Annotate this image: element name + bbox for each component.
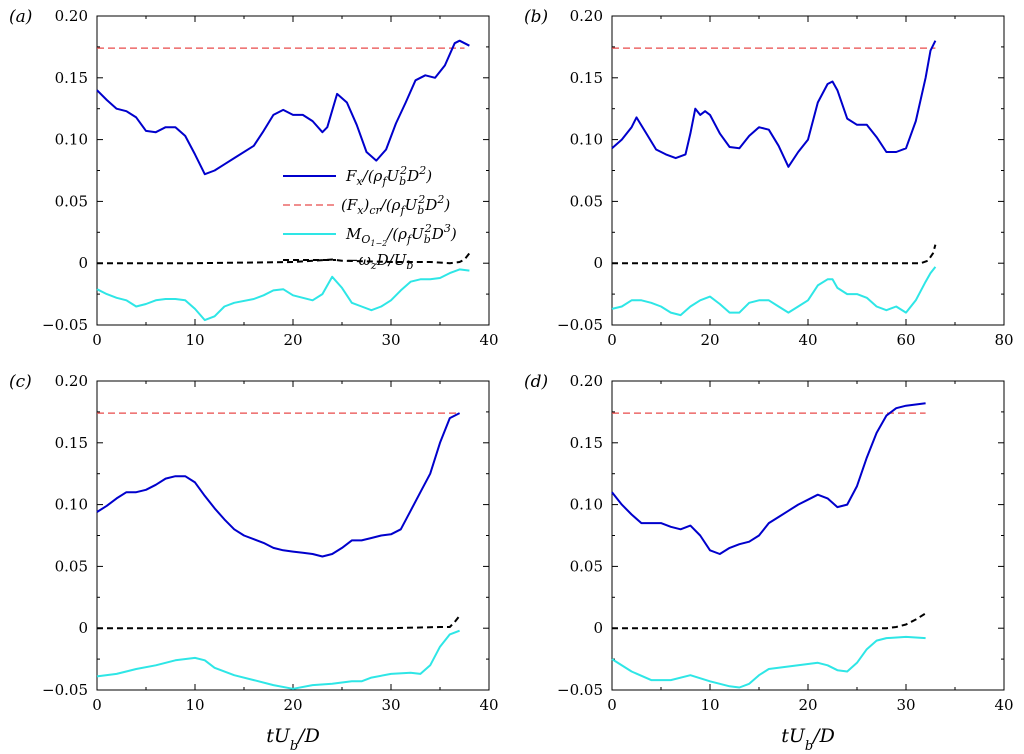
x-axis-label: tUb/D [266, 725, 320, 754]
x-tick-label: 0 [607, 331, 617, 349]
axes-frame [611, 380, 1005, 691]
x-tick-label: 0 [607, 696, 617, 714]
y-tick-label: 0.15 [570, 434, 603, 452]
x-tick-label: 40 [479, 331, 498, 349]
x-tick-label: 0 [92, 331, 102, 349]
panel-label: (a) [9, 7, 32, 27]
y-tick-label: 0 [78, 254, 88, 272]
series-Fx [96, 412, 461, 558]
y-tick-label: 0 [593, 254, 603, 272]
y-tick-label: −0.05 [42, 316, 88, 334]
x-tick-label: 20 [798, 696, 817, 714]
x-tick-label: 20 [700, 331, 719, 349]
y-tick-label: 0.15 [55, 434, 88, 452]
legend-label-Fx: Fx/(ρfUb2D2) [345, 164, 432, 188]
series-omega [612, 244, 937, 265]
y-tick-label: 0.15 [570, 69, 603, 87]
panel-label: (c) [9, 372, 32, 392]
x-tick-label: 30 [381, 331, 400, 349]
x-tick-label: 80 [994, 331, 1013, 349]
x-tick-label: 0 [92, 696, 102, 714]
y-tick-label: 0.10 [570, 131, 603, 149]
series-M [96, 629, 460, 690]
legend-label-M: MO1−2/(ρfUb2D3) [345, 222, 457, 248]
x-tick-label: 10 [700, 696, 719, 714]
series-Fx [96, 39, 470, 176]
y-tick-label: 0.15 [55, 69, 88, 87]
series-Fx [611, 402, 926, 555]
legend: Fx/(ρfUb2D2) (Fx)cr/(ρfUb2D2) MO1−2/(ρfUb2… [283, 164, 457, 272]
series-omega [612, 612, 927, 630]
x-tick-label: 40 [994, 696, 1013, 714]
panel-a: 0 10 20 30 400.200.150.100.050−0.05(a) [9, 7, 499, 349]
panel-label: (b) [524, 7, 548, 27]
y-tick-label: 0.05 [570, 192, 603, 210]
y-tick-label: −0.05 [557, 681, 603, 699]
x-tick-label: 60 [896, 331, 915, 349]
y-tick-label: 0.10 [55, 496, 88, 514]
y-tick-label: 0.10 [55, 131, 88, 149]
series-Fx [611, 40, 937, 168]
legend-label-omega: −ωzD/Ub [346, 251, 413, 272]
axes-frame [611, 15, 1005, 326]
y-tick-label: 0 [78, 619, 88, 637]
y-tick-label: 0.05 [55, 557, 88, 575]
y-tick-label: 0.20 [55, 7, 88, 25]
y-tick-label: 0.05 [570, 557, 603, 575]
panel-label: (d) [524, 372, 548, 392]
x-tick-label: 20 [283, 331, 302, 349]
series-M [611, 635, 926, 689]
x-tick-label: 30 [896, 696, 915, 714]
y-tick-label: 0.20 [55, 372, 88, 390]
series-omega [97, 252, 471, 265]
y-tick-label: −0.05 [42, 681, 88, 699]
x-tick-label: 10 [185, 696, 204, 714]
y-tick-label: 0.05 [55, 192, 88, 210]
panel-b: 0 20 40 60 800.200.150.100.050−0.05(b) [524, 7, 1014, 349]
y-tick-label: 0.20 [570, 7, 603, 25]
x-tick-label: 30 [381, 696, 400, 714]
axes-frame [96, 380, 490, 691]
legend-label-Fcr: (Fx)cr/(ρfUb2D2) [341, 193, 450, 217]
series-M [611, 266, 937, 317]
panel-d: 0 10 20 30 400.200.150.100.050−0.05(d)tUb/D [524, 372, 1014, 754]
y-tick-label: 0.10 [570, 496, 603, 514]
x-tick-label: 40 [798, 331, 817, 349]
y-tick-label: −0.05 [557, 316, 603, 334]
panel-c: 0 10 20 30 400.200.150.100.050−0.05(c)tUb/D [9, 372, 499, 754]
y-tick-label: 0.20 [570, 372, 603, 390]
x-tick-label: 10 [185, 331, 204, 349]
series-M [96, 268, 470, 322]
x-tick-label: 20 [283, 696, 302, 714]
y-tick-label: 0 [593, 619, 603, 637]
x-axis-label: tUb/D [781, 725, 835, 754]
x-tick-label: 40 [479, 696, 498, 714]
series-omega [97, 615, 461, 630]
